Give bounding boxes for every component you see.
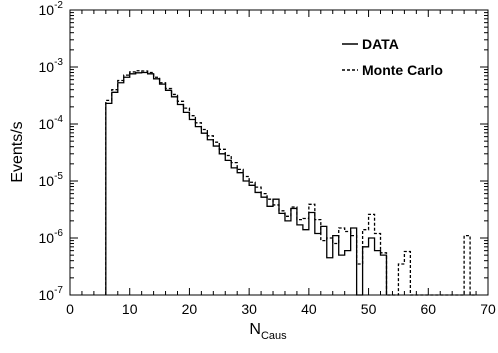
x-axis-title-sub: Caus — [261, 330, 287, 342]
legend-label-mc: Monte Carlo — [362, 62, 443, 78]
plot-frame — [69, 9, 489, 296]
series-0-histogram — [105, 71, 388, 296]
x-axis-title: NCaus — [249, 321, 287, 342]
x-tick-label: 50 — [361, 301, 377, 317]
y-tick-label: 10-3 — [39, 57, 64, 75]
x-axis-title-main: N — [249, 321, 261, 338]
legend: DATA Monte Carlo — [342, 36, 443, 78]
y-tick-label: 10-4 — [39, 114, 64, 132]
y-ticks: 10-7 10-6 10-5 10-4 10-3 10-2 — [39, 0, 488, 303]
x-tick-label: 10 — [122, 301, 138, 317]
series-layer — [105, 70, 477, 296]
x-tick-label: 60 — [420, 301, 436, 317]
y-tick-label: 10-2 — [39, 0, 64, 18]
x-tick-label: 70 — [480, 301, 496, 317]
x-tick-label: 0 — [66, 301, 74, 317]
series-1-histogram — [105, 70, 477, 296]
y-tick-label: 10-5 — [39, 171, 64, 189]
x-ticks: 0 10 20 30 40 50 60 70 — [66, 10, 496, 317]
x-tick-label: 20 — [182, 301, 198, 317]
x-tick-label: 40 — [301, 301, 317, 317]
legend-label-data: DATA — [362, 36, 399, 52]
y-tick-label: 10-7 — [39, 285, 64, 303]
y-tick-label: 10-6 — [39, 228, 64, 246]
y-axis-title: Events/s — [9, 121, 26, 182]
x-tick-label: 30 — [241, 301, 257, 317]
